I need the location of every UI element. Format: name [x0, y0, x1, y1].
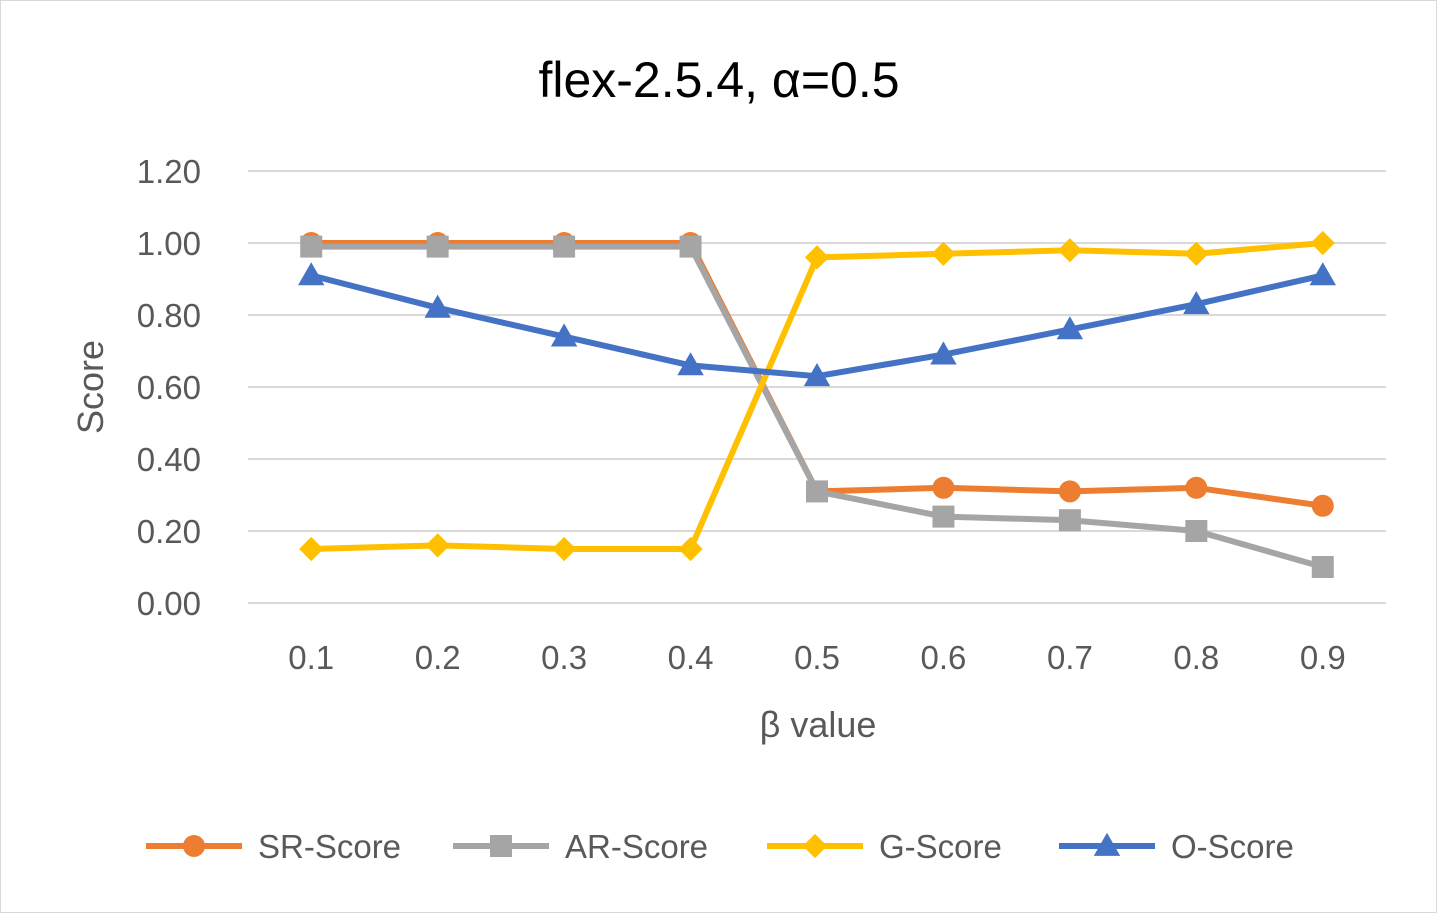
data-point: [1184, 241, 1209, 266]
series-ar-score: [300, 235, 1334, 578]
y-tick-label: 0.00: [137, 585, 201, 622]
data-point: [425, 533, 450, 558]
data-point: [553, 235, 576, 258]
data-point: [803, 363, 831, 387]
data-point: [298, 262, 325, 286]
legend-label: G-Score: [879, 828, 1002, 865]
data-point: [552, 536, 577, 562]
series-g-score: [299, 230, 1335, 562]
y-axis-title: Score: [70, 340, 111, 434]
y-tick-label: 0.60: [137, 369, 201, 406]
y-tick-label: 0.40: [137, 441, 201, 478]
data-point: [300, 235, 323, 258]
data-point: [1311, 494, 1334, 517]
legend-marker: [183, 835, 205, 857]
legend-label: AR-Score: [565, 828, 708, 865]
x-tick-label: 0.7: [1047, 639, 1093, 676]
data-point: [1310, 230, 1335, 256]
legend-item: AR-Score: [453, 828, 708, 865]
data-point: [931, 241, 956, 266]
series-group: [298, 230, 1336, 578]
legend-item: SR-Score: [146, 828, 401, 865]
y-axis-ticks: 0.00 0.20 0.40 0.60 0.80 1.00 1.20: [137, 153, 201, 622]
data-point: [1185, 520, 1208, 542]
x-tick-label: 0.2: [415, 639, 461, 676]
legend-marker: [1093, 832, 1121, 856]
data-point: [1183, 291, 1210, 315]
x-tick-label: 0.3: [541, 639, 587, 676]
data-point: [424, 294, 451, 318]
data-point: [932, 476, 955, 499]
data-point: [804, 245, 830, 270]
data-point: [299, 536, 324, 562]
series-line: [308, 243, 1326, 570]
y-tick-label: 1.00: [137, 225, 201, 262]
data-point: [1309, 262, 1336, 286]
data-point: [1311, 556, 1334, 578]
x-tick-label: 0.4: [668, 639, 714, 676]
y-tick-label: 0.20: [137, 513, 201, 550]
data-point: [678, 536, 703, 562]
legend-marker: [802, 833, 828, 859]
data-point: [1057, 238, 1082, 263]
legend-item: O-Score: [1059, 828, 1294, 865]
x-axis-title: β value: [760, 704, 877, 745]
data-point: [1058, 480, 1081, 503]
data-point: [426, 235, 449, 258]
data-point: [930, 341, 957, 365]
legend-label: SR-Score: [258, 828, 401, 865]
data-point: [550, 323, 578, 347]
data-point: [932, 505, 955, 528]
y-tick-label: 1.20: [137, 153, 201, 190]
data-point: [1058, 509, 1081, 532]
x-tick-label: 0.1: [288, 639, 334, 676]
legend-marker: [490, 835, 512, 857]
data-point: [806, 480, 828, 503]
chart-title: flex-2.5.4, α=0.5: [538, 52, 899, 108]
series-line: [308, 272, 1326, 380]
series-o-score: [298, 262, 1336, 387]
legend-label: O-Score: [1171, 828, 1294, 865]
data-point: [1185, 476, 1208, 499]
legend: SR-Score AR-Score G-Score O-Score: [146, 828, 1294, 865]
data-point: [1056, 316, 1084, 340]
data-point: [679, 235, 702, 258]
data-point: [677, 352, 704, 376]
x-tick-label: 0.8: [1173, 639, 1219, 676]
series-line: [308, 240, 1326, 552]
x-tick-label: 0.9: [1300, 639, 1346, 676]
x-tick-label: 0.5: [794, 639, 840, 676]
legend-item: G-Score: [767, 828, 1002, 865]
x-axis-ticks: 0.1 0.2 0.3 0.4 0.5 0.6 0.7 0.8 0.9: [288, 639, 1345, 676]
x-tick-label: 0.6: [921, 639, 967, 676]
y-tick-label: 0.80: [137, 297, 201, 334]
